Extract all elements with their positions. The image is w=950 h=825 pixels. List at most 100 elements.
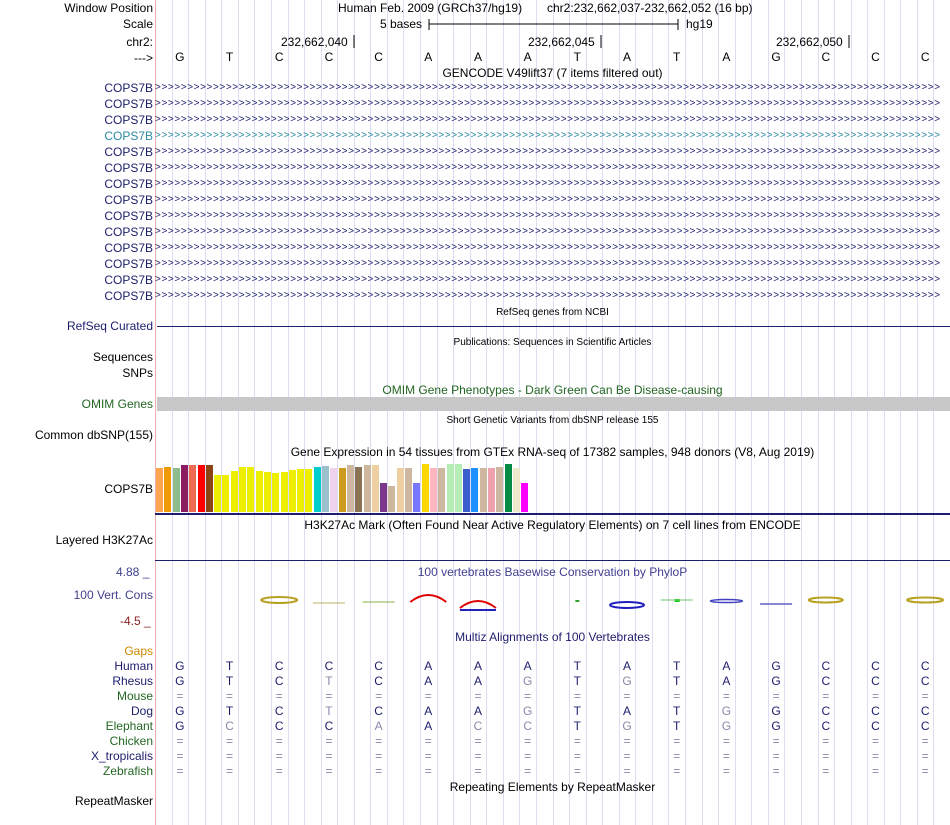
gencode-transcript[interactable]: >>>>>>>>>>>>>>>>>>>>>>>>>>>>>>>>>>>>>>>>…: [155, 146, 941, 157]
gtex-tissue-bar[interactable]: [205, 465, 213, 512]
species-label[interactable]: Human: [114, 659, 153, 673]
gencode-item-label[interactable]: COPS7B: [104, 289, 153, 303]
species-label[interactable]: Rhesus: [112, 674, 153, 688]
gencode-transcript[interactable]: >>>>>>>>>>>>>>>>>>>>>>>>>>>>>>>>>>>>>>>>…: [155, 274, 941, 285]
gencode-item-label[interactable]: COPS7B: [104, 113, 153, 127]
gtex-tissue-bar[interactable]: [504, 464, 512, 512]
omim-label[interactable]: OMIM Genes: [81, 397, 153, 411]
gtex-tissue-bar[interactable]: [172, 468, 180, 512]
gencode-item-label[interactable]: COPS7B: [104, 257, 153, 271]
repeatmasker-title[interactable]: Repeating Elements by RepeatMasker: [449, 780, 656, 794]
gtex-tissue-bar[interactable]: [512, 468, 520, 512]
gtex-tissue-bar[interactable]: [305, 469, 313, 512]
phylop-glyphs[interactable]: [155, 560, 950, 620]
gencode-transcript[interactable]: >>>>>>>>>>>>>>>>>>>>>>>>>>>>>>>>>>>>>>>>…: [155, 242, 941, 253]
gencode-item-label[interactable]: COPS7B: [104, 81, 153, 95]
multiz-title[interactable]: Multiz Alignments of 100 Vertebrates: [455, 630, 650, 644]
species-label[interactable]: Mouse: [116, 689, 153, 703]
gencode-transcript[interactable]: >>>>>>>>>>>>>>>>>>>>>>>>>>>>>>>>>>>>>>>>…: [155, 130, 941, 141]
gtex-tissue-bar[interactable]: [429, 468, 437, 512]
gtex-tissue-bar[interactable]: [164, 467, 172, 512]
gencode-item-label[interactable]: COPS7B: [104, 273, 153, 287]
gtex-tissue-bar[interactable]: [471, 468, 479, 512]
species-label[interactable]: X_tropicalis: [90, 749, 153, 763]
gtex-tissue-bar[interactable]: [405, 468, 412, 512]
gtex-tissue-bar[interactable]: [363, 465, 371, 512]
gencode-transcript[interactable]: >>>>>>>>>>>>>>>>>>>>>>>>>>>>>>>>>>>>>>>>…: [155, 162, 941, 173]
h3k27ac-title[interactable]: H3K27Ac Mark (Often Found Near Active Re…: [304, 518, 801, 532]
gtex-tissue-bar[interactable]: [496, 467, 504, 512]
gtex-tissue-bar[interactable]: [156, 468, 163, 512]
gencode-item-label[interactable]: COPS7B: [104, 177, 153, 191]
gencode-transcript[interactable]: >>>>>>>>>>>>>>>>>>>>>>>>>>>>>>>>>>>>>>>>…: [155, 226, 941, 237]
gencode-transcript[interactable]: >>>>>>>>>>>>>>>>>>>>>>>>>>>>>>>>>>>>>>>>…: [155, 178, 941, 189]
publications-label[interactable]: Sequences: [92, 350, 153, 364]
gtex-tissue-bar[interactable]: [338, 468, 346, 512]
gtex-tissue-bar[interactable]: [413, 483, 421, 512]
gencode-title[interactable]: GENCODE V49lift37 (7 items filtered out): [442, 66, 663, 80]
gencode-item-label[interactable]: COPS7B: [104, 145, 153, 159]
gtex-tissue-bar[interactable]: [280, 472, 288, 512]
gtex-tissue-bar[interactable]: [396, 468, 404, 512]
gencode-item-label[interactable]: COPS7B: [104, 193, 153, 207]
gtex-tissue-bar[interactable]: [272, 473, 280, 512]
gencode-item-label[interactable]: COPS7B: [104, 225, 153, 239]
publications-title[interactable]: Publications: Sequences in Scientific Ar…: [453, 337, 652, 348]
gtex-tissue-bar[interactable]: [371, 465, 379, 512]
repeatmasker-label[interactable]: RepeatMasker: [74, 794, 153, 808]
gtex-tissue-bar[interactable]: [346, 465, 354, 512]
gencode-transcript[interactable]: >>>>>>>>>>>>>>>>>>>>>>>>>>>>>>>>>>>>>>>>…: [155, 98, 941, 109]
gencode-item-label[interactable]: COPS7B: [104, 241, 153, 255]
position-readout[interactable]: chr2:232,662,037-232,662,052 (16 bp): [547, 1, 753, 15]
gtex-tissue-bar[interactable]: [189, 465, 197, 512]
dbsnp-title[interactable]: Short Genetic Variants from dbSNP releas…: [446, 415, 659, 426]
gtex-tissue-bar[interactable]: [446, 464, 454, 512]
dbsnp-label[interactable]: Common dbSNP(155): [34, 428, 153, 442]
gtex-tissue-bar[interactable]: [488, 468, 495, 512]
gencode-transcript[interactable]: >>>>>>>>>>>>>>>>>>>>>>>>>>>>>>>>>>>>>>>>…: [155, 258, 941, 269]
snps-label[interactable]: SNPs: [122, 366, 153, 380]
gtex-tissue-bar[interactable]: [330, 468, 338, 512]
gencode-transcript[interactable]: >>>>>>>>>>>>>>>>>>>>>>>>>>>>>>>>>>>>>>>>…: [155, 290, 941, 301]
gtex-tissue-bar[interactable]: [313, 467, 321, 512]
omim-title[interactable]: OMIM Gene Phenotypes - Dark Green Can Be…: [382, 383, 723, 397]
gtex-tissue-bar[interactable]: [388, 486, 396, 512]
gtex-tissue-bar[interactable]: [479, 468, 487, 512]
gtex-tissue-bar[interactable]: [239, 467, 246, 512]
gtex-gene-label[interactable]: COPS7B: [104, 482, 153, 496]
gtex-tissue-bar[interactable]: [222, 475, 230, 512]
species-label[interactable]: Chicken: [109, 734, 153, 748]
gtex-tissue-bar[interactable]: [288, 470, 296, 512]
gtex-tissue-bar[interactable]: [421, 464, 429, 512]
gtex-tissue-bar[interactable]: [197, 465, 205, 512]
gencode-transcript[interactable]: >>>>>>>>>>>>>>>>>>>>>>>>>>>>>>>>>>>>>>>>…: [155, 82, 941, 93]
gtex-tissue-bar[interactable]: [454, 464, 462, 512]
species-label[interactable]: Dog: [130, 704, 153, 718]
h3k27ac-label[interactable]: Layered H3K27Ac: [55, 533, 153, 547]
gtex-tissue-bar[interactable]: [230, 471, 238, 512]
gencode-item-label[interactable]: COPS7B: [104, 161, 153, 175]
gtex-tissue-bar[interactable]: [463, 469, 471, 512]
gtex-tissue-bar[interactable]: [214, 475, 222, 512]
gtex-bar-chart[interactable]: [155, 461, 950, 512]
gaps-label[interactable]: Gaps: [124, 644, 153, 658]
refseq-feature[interactable]: [157, 326, 950, 327]
refseq-title[interactable]: RefSeq genes from NCBI: [496, 307, 609, 318]
species-label[interactable]: Zebrafish: [102, 764, 153, 778]
gtex-tissue-bar[interactable]: [297, 469, 305, 512]
gencode-item-label[interactable]: COPS7B: [104, 209, 153, 223]
gencode-item-label[interactable]: COPS7B: [104, 97, 153, 111]
gtex-tissue-bar[interactable]: [180, 465, 188, 512]
gtex-tissue-bar[interactable]: [438, 468, 446, 512]
phylop-label[interactable]: 100 Vert. Cons: [73, 588, 153, 602]
gtex-tissue-bar[interactable]: [247, 467, 255, 512]
omim-feature-bar[interactable]: [157, 397, 950, 411]
gencode-transcript[interactable]: >>>>>>>>>>>>>>>>>>>>>>>>>>>>>>>>>>>>>>>>…: [155, 114, 941, 125]
refseq-label[interactable]: RefSeq Curated: [66, 319, 153, 333]
phylop-title[interactable]: 100 vertebrates Basewise Conservation by…: [417, 565, 688, 579]
gencode-transcript[interactable]: >>>>>>>>>>>>>>>>>>>>>>>>>>>>>>>>>>>>>>>>…: [155, 210, 941, 221]
gtex-tissue-bar[interactable]: [521, 483, 529, 512]
gtex-tissue-bar[interactable]: [355, 467, 363, 512]
gtex-tissue-bar[interactable]: [380, 483, 388, 512]
gtex-tissue-bar[interactable]: [322, 466, 329, 512]
